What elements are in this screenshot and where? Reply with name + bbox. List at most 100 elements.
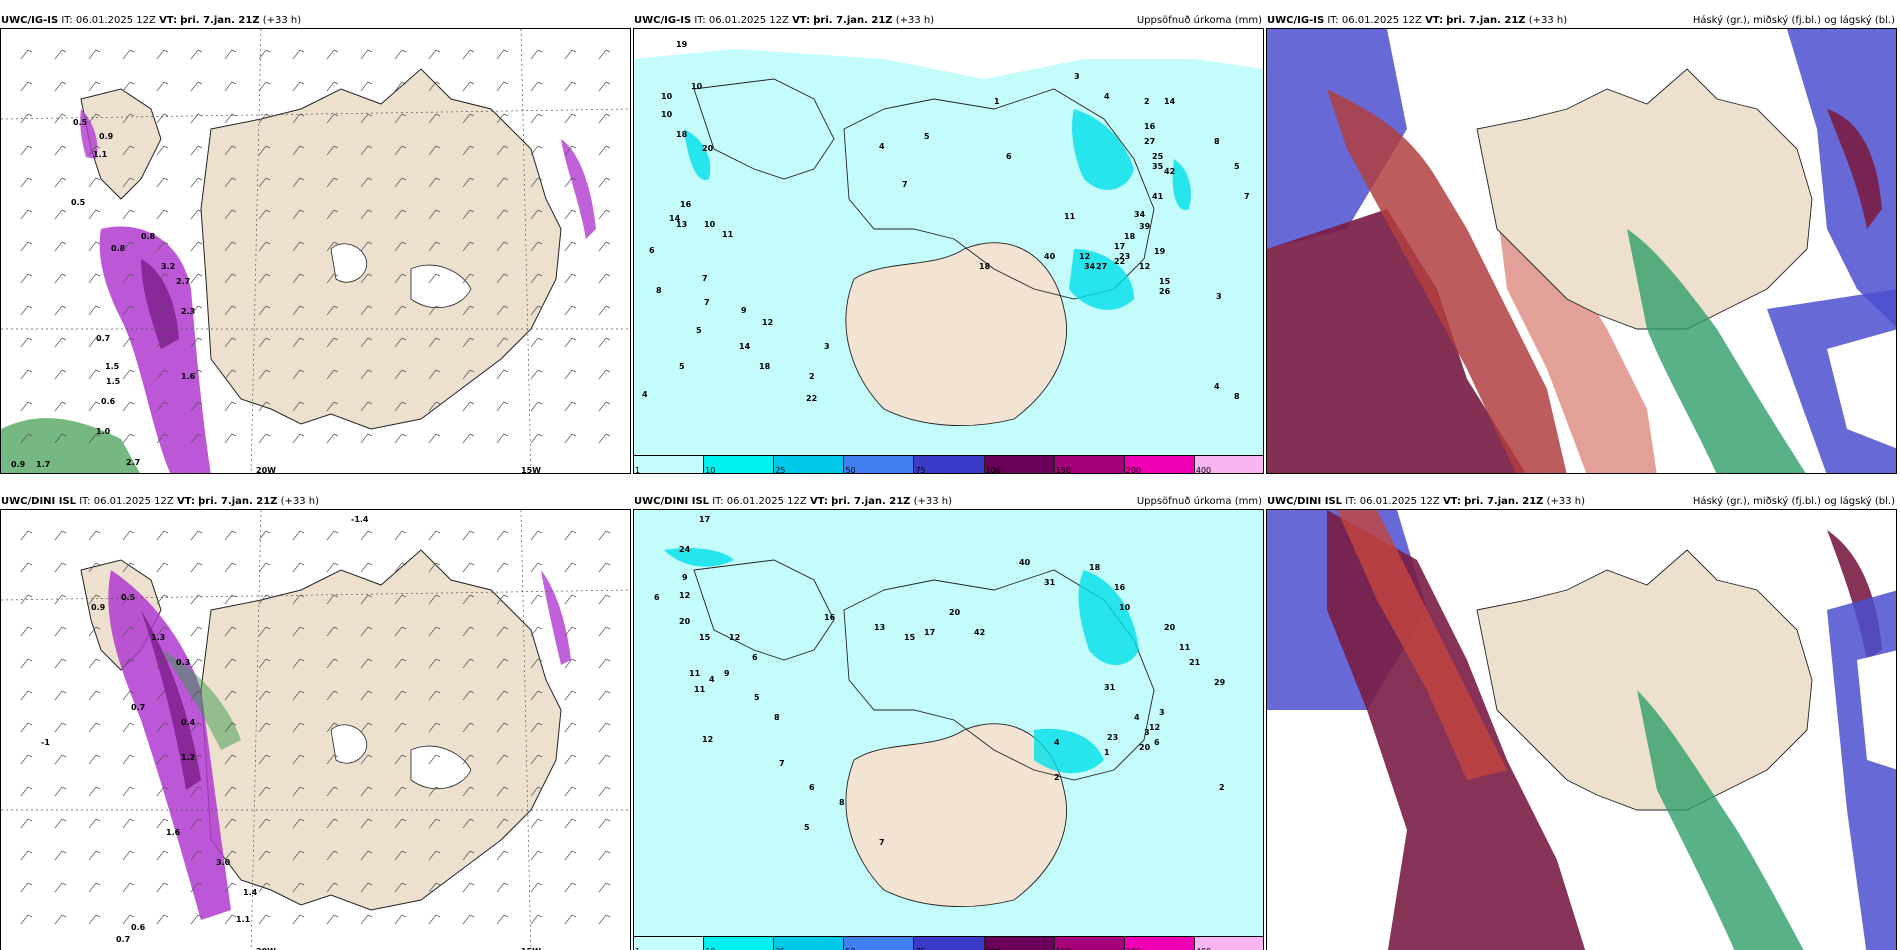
precip-value: 10: [1119, 603, 1131, 612]
wind-barb: [122, 594, 131, 605]
wind-barb-flag: [469, 754, 475, 758]
precip-value: 12: [679, 591, 690, 600]
wind-barb-flag: [503, 81, 509, 85]
wind-barb-flag: [197, 882, 203, 886]
wind-barb-flag: [333, 305, 339, 309]
map-clouds[interactable]: [1266, 509, 1897, 950]
icing-value: 1.6: [166, 828, 181, 837]
wind-barb-flag: [401, 754, 407, 758]
wind-barb-flag: [231, 690, 237, 694]
wind-barb: [462, 850, 471, 861]
precip-value: 12: [1079, 252, 1090, 261]
wind-barb: [224, 369, 233, 380]
precip-colorbar: 1 10 25 50 75 100 150 200 400: [634, 936, 1263, 950]
wind-barb-flag: [61, 401, 67, 405]
map-icing[interactable]: 20W 15W 0.5 0.9 1.1 0.5 0.8 3.2 2.7 2.3 …: [0, 28, 631, 474]
wind-barb-flag: [469, 177, 475, 181]
wind-barb-flag: [129, 273, 135, 277]
wind-barb-flag: [299, 369, 305, 373]
wind-barb-flag: [231, 49, 237, 53]
precip-value: 40: [1044, 252, 1056, 261]
wind-barb: [156, 754, 165, 765]
wind-barb: [224, 305, 233, 316]
wind-barb-flag: [367, 401, 373, 405]
panel-icing-igis: UWC/IG-IS IT: 06.01.2025 12Z VT: þri. 7.…: [0, 14, 631, 474]
wind-barb: [496, 337, 505, 348]
wind-barb-flag: [163, 754, 169, 758]
wind-barb-flag: [571, 882, 577, 886]
wind-barb-flag: [537, 626, 543, 630]
wind-barb-flag: [95, 850, 101, 854]
wind-barb-flag: [129, 594, 135, 598]
wind-barb: [190, 401, 199, 412]
wind-barb-flag: [605, 337, 611, 341]
precip-value: 16: [680, 200, 692, 209]
wind-barb-flag: [605, 658, 611, 662]
wind-barb: [326, 882, 335, 893]
wind-barb: [394, 177, 403, 188]
wind-barb-flag: [197, 690, 203, 694]
wind-barb: [54, 690, 63, 701]
precip-value: 11: [722, 230, 734, 239]
wind-barb-flag: [197, 722, 203, 726]
wind-barb-flag: [605, 145, 611, 149]
precip-value: 13: [874, 623, 885, 632]
wind-barb: [88, 914, 97, 925]
wind-barb-flag: [95, 722, 101, 726]
wind-barb: [190, 81, 199, 92]
wind-barb: [530, 562, 539, 573]
wind-barb: [54, 562, 63, 573]
wind-barb: [326, 530, 335, 541]
map-precip[interactable]: 1724961220151211964581276857111161315172…: [633, 509, 1264, 950]
wind-barb: [54, 722, 63, 733]
wind-barb: [564, 305, 573, 316]
panel-subtitle: Uppsöfnuð úrkoma (mm): [1136, 15, 1262, 26]
precip-value: 5: [924, 132, 930, 141]
wind-barb: [326, 850, 335, 861]
wind-barb-flag: [27, 433, 33, 437]
wind-barb: [530, 626, 539, 637]
wind-barb-flag: [163, 401, 169, 405]
wind-barb-flag: [265, 690, 271, 694]
wind-barb: [190, 626, 199, 637]
wind-barb-flag: [299, 562, 305, 566]
wind-barb-flag: [401, 113, 407, 117]
wind-barb: [360, 626, 369, 637]
wind-barb-flag: [367, 433, 373, 437]
wind-barb: [292, 562, 301, 573]
wind-barb: [530, 209, 539, 220]
wind-barb-flag: [401, 914, 407, 918]
wind-barb: [598, 594, 607, 605]
wind-barb: [122, 241, 131, 252]
map-icing[interactable]: 20W 15W -1.4 0.9 1.3 0.5 0.3 0.4 0.7 1.2…: [0, 509, 631, 950]
wind-barb-flag: [61, 81, 67, 85]
wind-barb: [564, 594, 573, 605]
map-precip[interactable]: 19 10 10 10 18 20 16 14 13 10 11 6 7 8 7 5 9 12 14 18 22 4 5 2 3…: [633, 28, 1264, 474]
wind-barb-flag: [537, 433, 543, 437]
wind-barb-flag: [299, 594, 305, 598]
wind-barb: [326, 145, 335, 156]
wind-barb: [428, 562, 437, 573]
precip-value: 10: [691, 82, 703, 91]
icing-value: 0.9: [91, 603, 106, 612]
wind-barb: [88, 786, 97, 797]
wind-barb: [496, 626, 505, 637]
wind-barb: [496, 850, 505, 861]
wind-barb-flag: [265, 177, 271, 181]
precip-value: 6: [1006, 152, 1012, 161]
wind-barb-flag: [571, 209, 577, 213]
wind-barb-flag: [333, 754, 339, 758]
wind-barb-flag: [571, 49, 577, 53]
wind-barb-flag: [333, 273, 339, 277]
map-clouds[interactable]: [1266, 28, 1897, 474]
wind-barb-flag: [129, 337, 135, 341]
wind-barb: [394, 369, 403, 380]
wind-barb: [20, 530, 29, 541]
wind-barb: [122, 626, 131, 637]
wind-barb-flag: [95, 626, 101, 630]
wind-barb-flag: [435, 241, 441, 245]
wind-barb-flag: [61, 786, 67, 790]
wind-barb-flag: [367, 241, 373, 245]
wind-barb: [564, 562, 573, 573]
wind-barb: [258, 882, 267, 893]
